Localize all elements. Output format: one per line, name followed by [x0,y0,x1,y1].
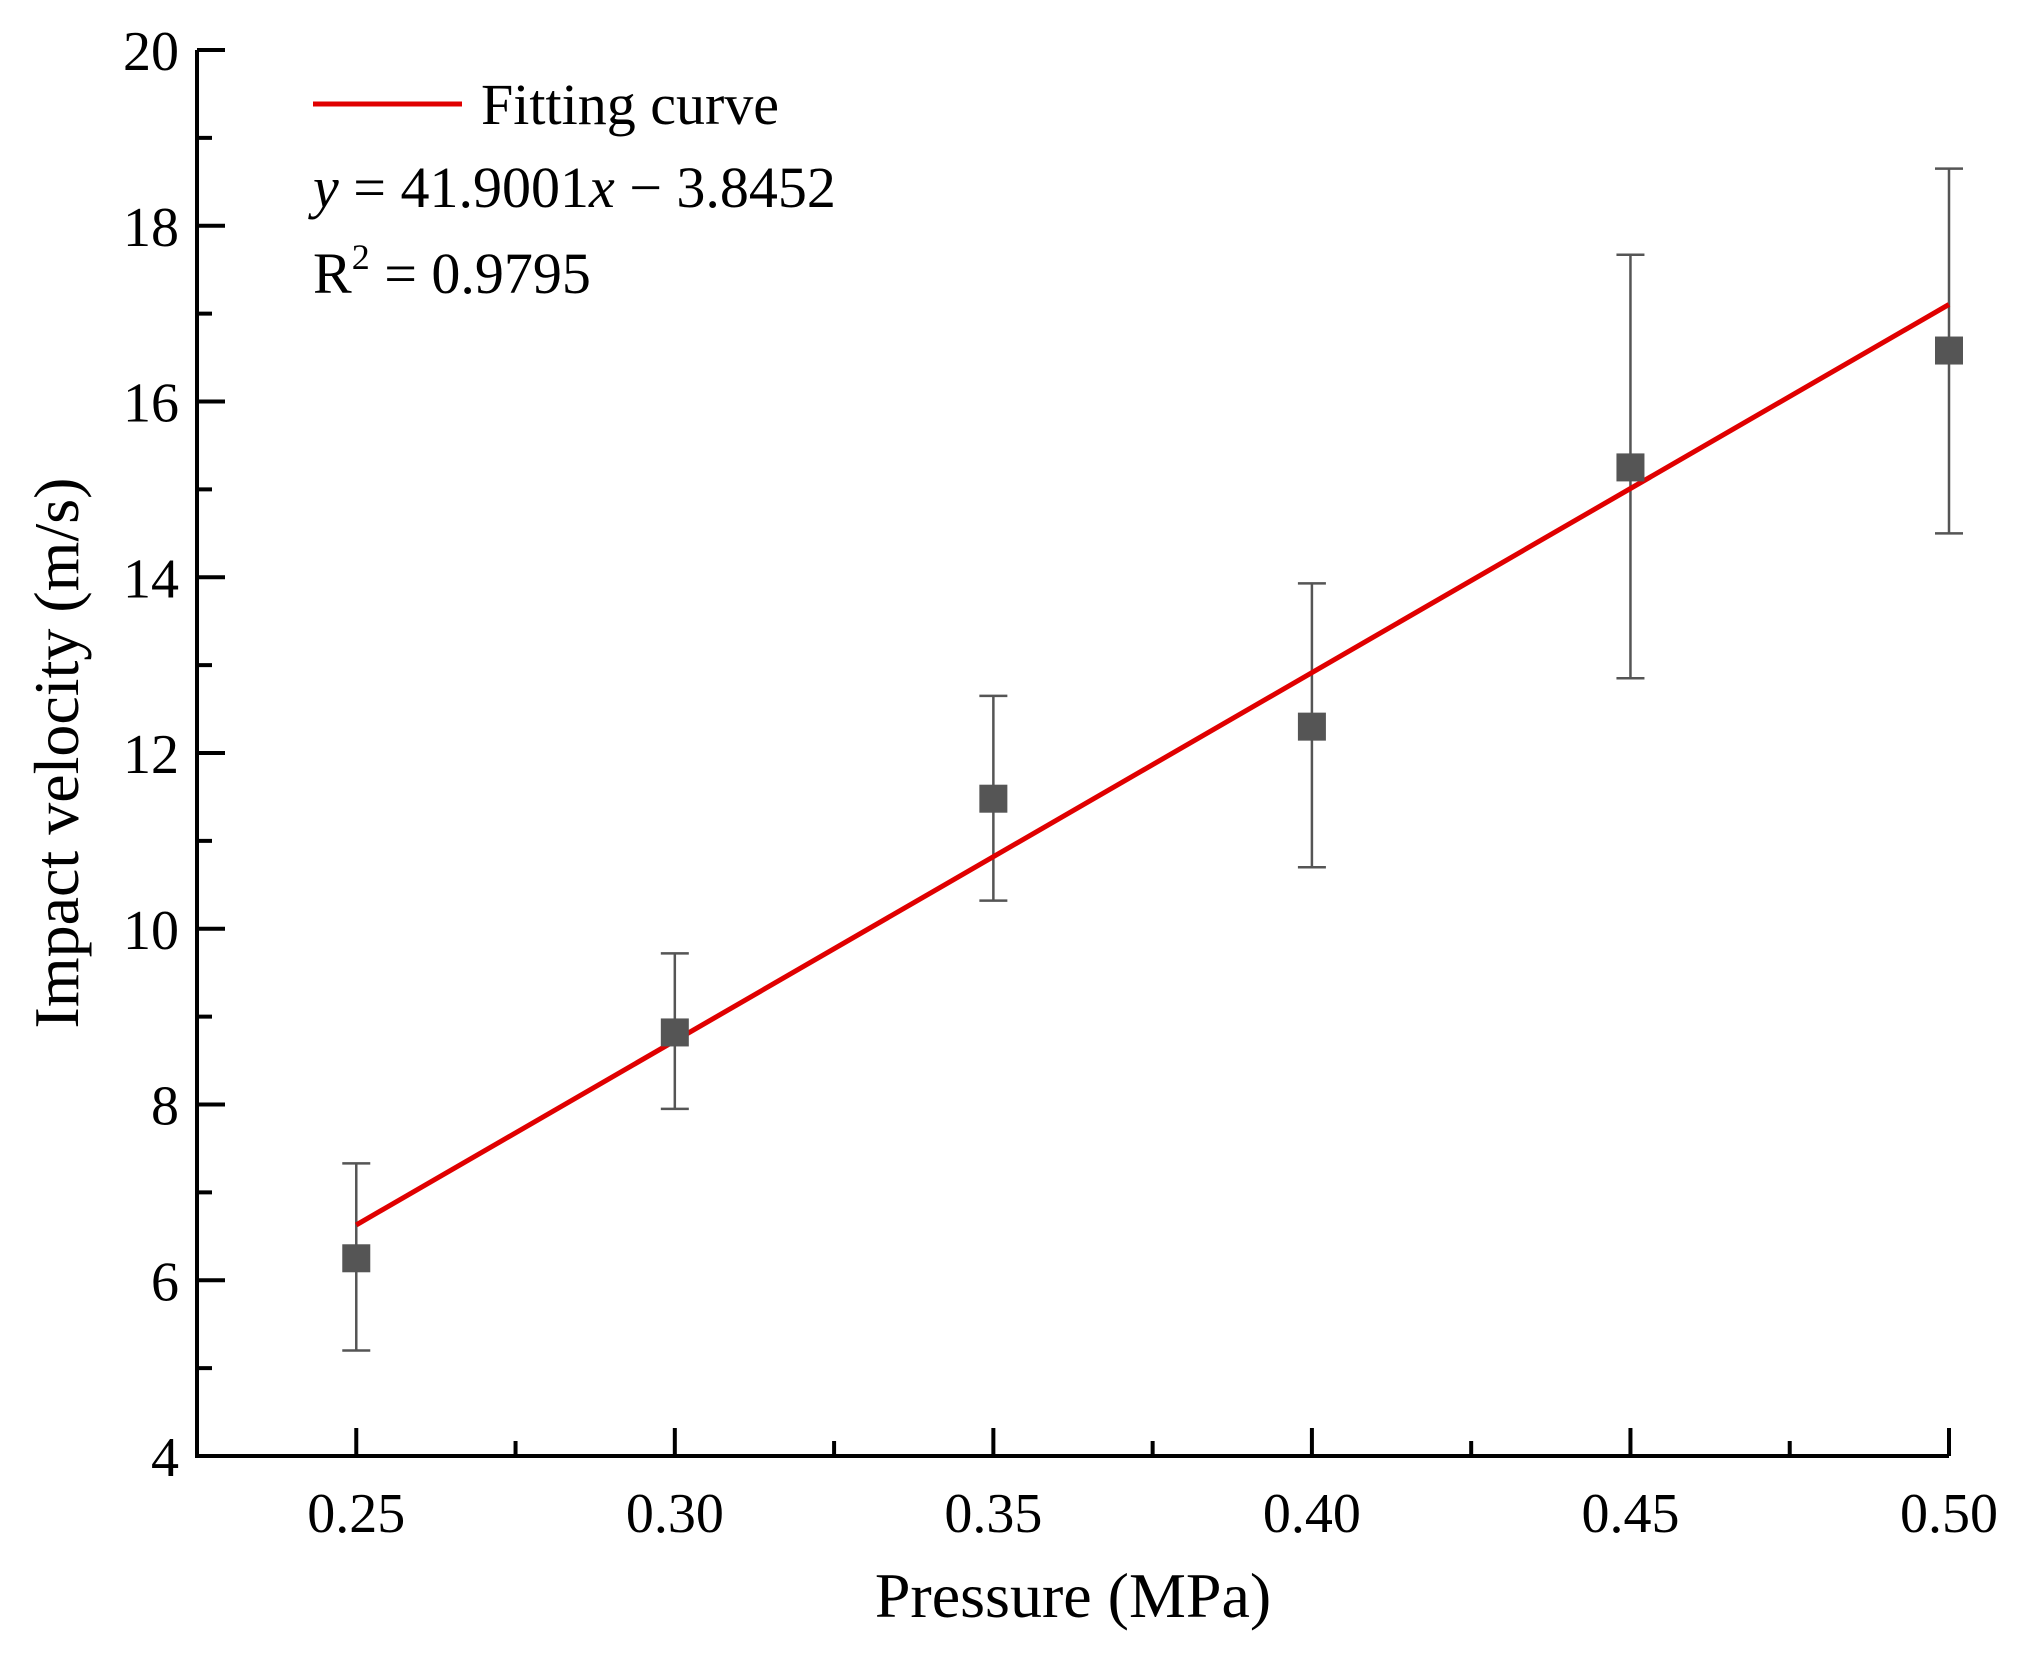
fit-equation-slope: = 41.9001 [339,155,589,220]
data-point-marker [1935,336,1963,365]
x-tick-label: 0.25 [307,1483,405,1545]
error-bars [342,167,1963,1352]
x-tick-label: 0.50 [1900,1483,1998,1545]
fit-equation-y: y [308,155,339,220]
data-point-marker [979,784,1008,813]
x-tick-label: 0.35 [944,1483,1042,1545]
fit-equation-x: x [588,155,615,220]
y-tick-label: 20 [123,21,179,83]
r-squared-exponent: 2 [352,237,370,277]
r-squared: R2 = 0.9795 [313,237,591,306]
data-point-marker [1297,712,1326,741]
y-tick-label: 10 [123,900,179,962]
x-tick-label: 0.45 [1581,1483,1679,1545]
data-point-marker [342,1244,371,1273]
y-tick-label: 8 [151,1076,179,1138]
data-point-marker [660,1018,689,1047]
y-axis-title: Impact velocity (m/s) [21,478,92,1029]
fit-equation: y = 41.9001x − 3.8452 [308,155,836,220]
fit-equation-intercept: − 3.8452 [615,155,836,220]
legend-label-fitting-curve: Fitting curve [481,72,779,137]
x-tick-label: 0.30 [626,1483,724,1545]
y-tick-label: 18 [123,197,179,259]
y-tick-label: 14 [123,548,179,610]
r-squared-symbol: R [313,241,352,306]
data-points [342,336,1963,1273]
y-tick-label: 12 [123,724,179,786]
x-tick-label: 0.40 [1263,1483,1361,1545]
x-axis-title: Pressure (MPa) [875,1560,1271,1631]
x-ticks: 0.25 0.30 0.35 0.40 0.45 0.50 [195,1428,1998,1545]
fitting-curve-line [355,302,1951,1228]
y-tick-label: 6 [151,1251,179,1313]
data-point-marker [1616,453,1645,482]
y-tick-label: 16 [123,373,179,435]
r-squared-value: = 0.9795 [370,241,591,306]
legend: Fitting curve y = 41.9001x − 3.8452 R2 =… [308,72,836,306]
y-ticks: 4 6 8 10 12 14 16 18 20 [123,21,225,1489]
y-tick-label: 4 [151,1427,179,1489]
